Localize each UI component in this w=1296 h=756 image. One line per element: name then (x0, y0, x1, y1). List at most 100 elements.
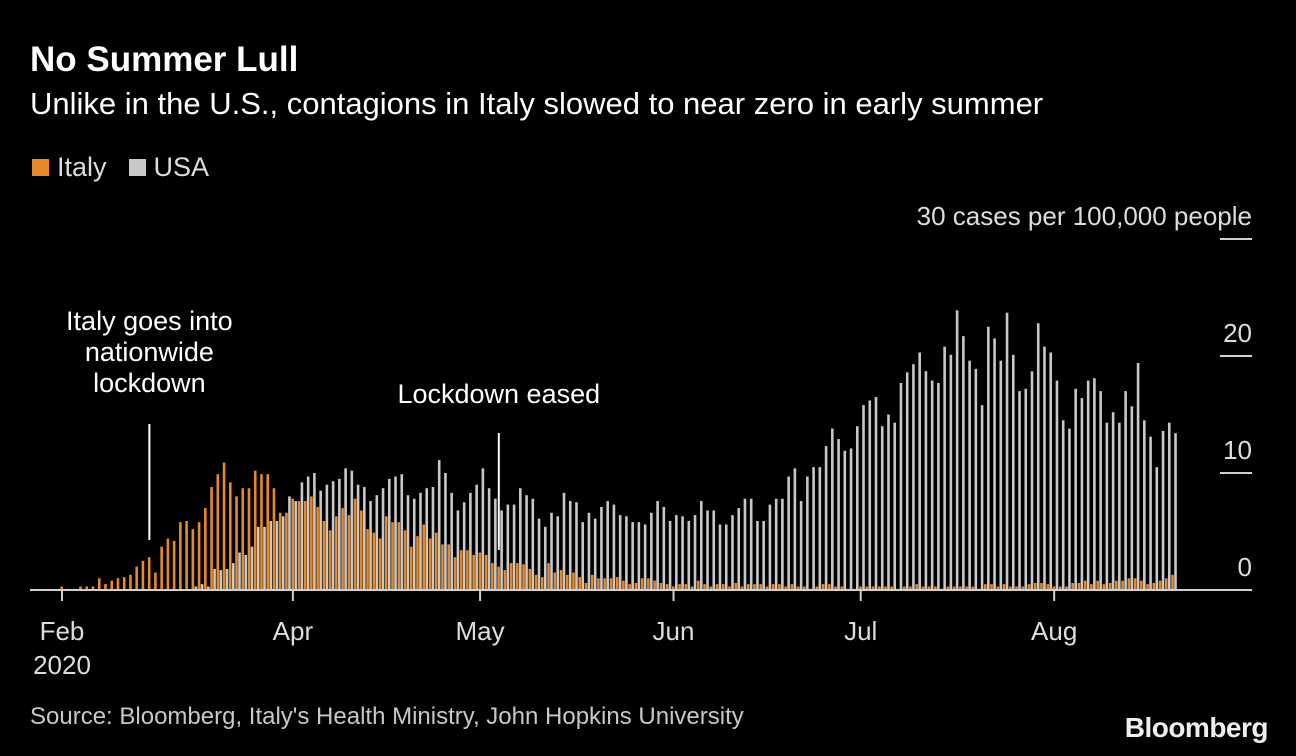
bar-italy (609, 578, 613, 590)
bar-usa (406, 495, 410, 590)
legend-item-usa: USA (128, 152, 209, 183)
bar-italy (1152, 582, 1156, 590)
bar-usa (980, 405, 984, 590)
bar-usa (1136, 363, 1140, 590)
bar-usa (993, 338, 996, 590)
bar-usa (1111, 412, 1115, 590)
bar-usa (519, 488, 522, 590)
bar-italy (241, 488, 245, 590)
bar-italy (734, 582, 738, 590)
x-tick-label: Apr (273, 616, 314, 646)
bar-usa (643, 524, 647, 590)
bar-italy (79, 586, 82, 590)
bar-usa (843, 450, 847, 590)
bar-usa (849, 448, 853, 590)
bar-italy (235, 496, 238, 590)
bar-italy (1077, 582, 1081, 590)
bar-usa (338, 478, 341, 590)
bar-italy (60, 586, 64, 590)
bar-italy (1102, 584, 1106, 590)
bar-usa (275, 520, 279, 590)
bar-usa (225, 568, 229, 590)
bar-italy (516, 563, 519, 590)
bar-italy (871, 586, 875, 590)
bar-usa (1086, 380, 1090, 590)
bar-italy (1015, 586, 1018, 590)
bar-usa (356, 484, 360, 590)
bar-usa (774, 498, 778, 590)
bar-usa (1061, 420, 1065, 590)
bar-usa (325, 484, 329, 590)
bar-italy (921, 586, 925, 590)
bar-italy (834, 586, 837, 590)
bar-usa (1074, 388, 1077, 590)
x-tick-label: Aug (1031, 616, 1077, 646)
bar-italy (902, 586, 906, 590)
bar-italy (590, 574, 594, 590)
bar-usa (244, 554, 248, 590)
bar-usa (1080, 398, 1084, 590)
bar-usa (550, 512, 553, 590)
bar-usa (831, 428, 834, 590)
bar-italy (416, 536, 419, 590)
bar-italy (572, 572, 575, 590)
bar-italy (1171, 574, 1174, 590)
bar-usa (512, 504, 516, 590)
bar-italy (160, 546, 163, 590)
bar-italy (640, 578, 644, 590)
bar-italy (946, 586, 950, 590)
bar-italy (434, 532, 438, 590)
bar-usa (506, 504, 510, 590)
bar-italy (104, 584, 107, 590)
bar-usa (968, 360, 971, 590)
bar-italy (509, 563, 513, 590)
bar-usa (606, 501, 609, 590)
bar-italy (909, 586, 912, 590)
bar-italy (534, 574, 538, 590)
bar-usa (668, 520, 672, 590)
bar-italy (260, 474, 263, 590)
bar-usa (762, 520, 765, 590)
bar-usa (437, 460, 441, 590)
bar-italy (597, 578, 600, 590)
bar-italy (453, 557, 457, 590)
bar-usa (194, 586, 198, 590)
bar-italy (1033, 582, 1037, 590)
bar-italy (1002, 584, 1006, 590)
bar-italy (154, 572, 157, 590)
x-tick-label: May (456, 616, 505, 646)
bar-usa (1055, 380, 1059, 590)
annotation-text: lockdown (93, 368, 206, 398)
bar-usa (556, 516, 560, 590)
bar-usa (806, 476, 809, 590)
bar-italy (147, 557, 151, 590)
bar-usa (306, 476, 310, 590)
bar-usa (650, 512, 653, 590)
bar-italy (366, 529, 369, 590)
annotation-text: nationwide (85, 337, 214, 367)
y-tick-label: 20 (1223, 318, 1252, 348)
bar-usa (824, 446, 828, 590)
bar-italy (166, 538, 170, 590)
bar-usa (631, 522, 634, 590)
bar-italy (959, 586, 962, 590)
bar-italy (672, 586, 675, 590)
bar-usa (918, 352, 921, 590)
legend-swatch-usa (128, 159, 146, 176)
bar-usa (793, 468, 797, 590)
bar-usa (1155, 467, 1159, 590)
bar-italy (1065, 586, 1068, 590)
bar-usa (812, 467, 815, 590)
bar-italy (603, 578, 606, 590)
bar-italy (721, 584, 725, 590)
bar-italy (771, 584, 775, 590)
bar-usa (200, 584, 204, 590)
bar-italy (965, 586, 968, 590)
bar-italy (1096, 580, 1099, 590)
bar-italy (828, 584, 831, 590)
bar-usa (300, 482, 304, 590)
bar-italy (397, 522, 401, 590)
bar-italy (197, 522, 201, 590)
bar-usa (456, 510, 460, 590)
